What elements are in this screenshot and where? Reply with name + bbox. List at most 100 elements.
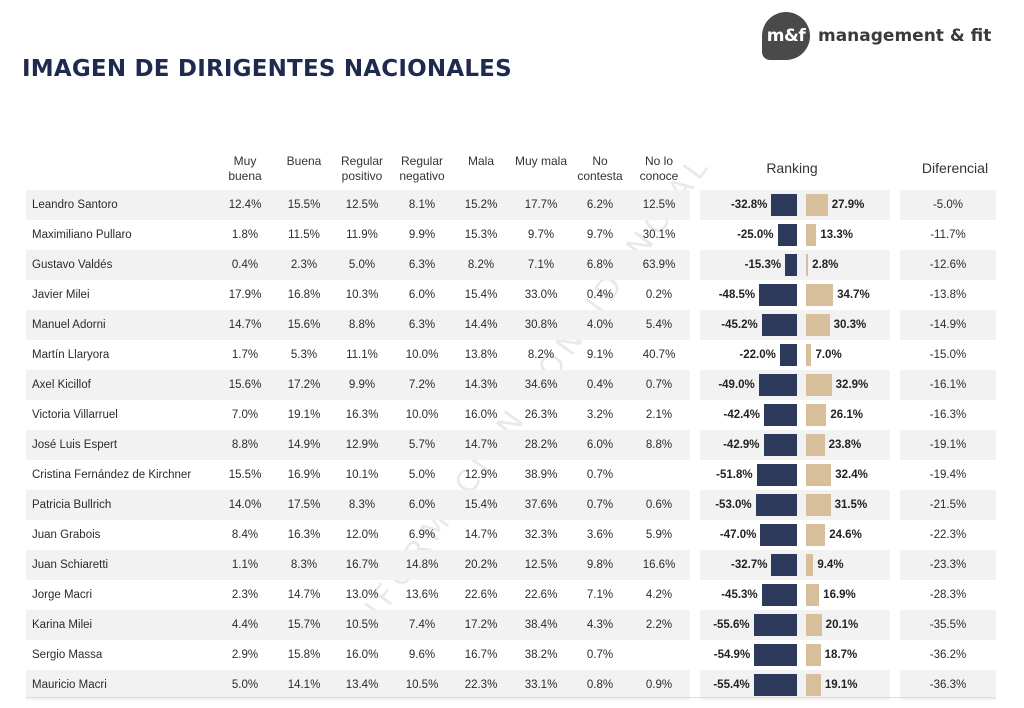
diferencial-value: -21.5%	[929, 499, 967, 511]
negative-bar	[771, 194, 797, 216]
table-cell: 15.4%	[464, 499, 498, 511]
table-cell: 15.2%	[464, 199, 498, 211]
diff-row-bg	[900, 430, 996, 460]
diff-row-bg	[900, 670, 996, 700]
column-header: Muy buena	[228, 154, 262, 183]
negative-bar	[753, 614, 797, 636]
brand-logo-mark: m&f	[762, 12, 810, 60]
negative-bar-label: -45.3%	[721, 589, 758, 601]
table-cell: 0.6%	[645, 499, 673, 511]
table-cell: 13.4%	[345, 679, 379, 691]
diferencial-value: -11.7%	[930, 229, 966, 241]
table-cell: 7.4%	[408, 619, 436, 631]
table-row	[26, 310, 690, 340]
table-cell: 6.0%	[408, 499, 436, 511]
positive-bar	[806, 524, 826, 546]
brand-logo: m&f management & fit	[762, 12, 991, 60]
table-cell: 22.6%	[464, 589, 498, 601]
negative-bar-label: -49.0%	[718, 379, 755, 391]
diferencial-value: -22.3%	[929, 529, 967, 541]
table-cell: 17.2%	[287, 379, 321, 391]
positive-bar	[806, 374, 832, 396]
table-cell: 11.1%	[346, 349, 378, 361]
positive-bar-label: 23.8%	[828, 439, 862, 451]
table-cell: 0.4%	[231, 259, 259, 271]
positive-bar-label: 24.6%	[829, 529, 862, 541]
table-cell: 8.2%	[527, 349, 555, 361]
table-cell: 16.7%	[464, 649, 498, 661]
table-cell: 0.4%	[586, 289, 614, 301]
table-cell: 16.6%	[642, 559, 676, 571]
table-cell: 12.9%	[464, 469, 498, 481]
table-cell: 0.7%	[586, 649, 614, 661]
positive-bar	[806, 194, 828, 216]
table-cell: 10.0%	[405, 409, 439, 421]
table-cell: 2.1%	[645, 409, 673, 421]
leader-name: Gustavo Valdés	[32, 259, 113, 271]
table-cell: 14.7%	[464, 439, 498, 451]
diferencial-value: -35.5%	[929, 619, 967, 631]
table-cell	[630, 460, 688, 490]
positive-bar-label: 34.7%	[837, 289, 870, 301]
table-cell: 8.8%	[348, 319, 376, 331]
positive-bar	[806, 554, 814, 576]
table-cell: 26.3%	[524, 409, 558, 421]
table-cell: 38.2%	[524, 649, 558, 661]
table-cell: 0.9%	[645, 679, 673, 691]
column-header: Muy mala	[514, 154, 567, 168]
column-header: No lo conoce	[639, 154, 679, 183]
positive-bar-label: 16.9%	[823, 589, 856, 601]
bottom-divider	[26, 697, 996, 698]
table-cell: 16.8%	[287, 289, 321, 301]
positive-bar-label: 7.0%	[815, 349, 842, 361]
leader-name: Leandro Santoro	[32, 199, 118, 211]
leader-name: Axel Kicillof	[32, 379, 91, 391]
table-cell: 14.4%	[464, 319, 498, 331]
table-cell: 10.3%	[345, 289, 379, 301]
table-cell: 9.7%	[586, 229, 614, 241]
table-cell: 5.0%	[408, 469, 436, 481]
page-title: IMAGEN DE DIRIGENTES NACIONALES	[22, 56, 512, 82]
table-cell: 8.3%	[290, 559, 318, 571]
table-cell: 3.6%	[586, 529, 614, 541]
table-cell: 11.9%	[346, 229, 378, 241]
negative-bar	[779, 344, 797, 366]
table-cell: 5.0%	[231, 679, 259, 691]
table-cell: 16.0%	[345, 649, 379, 661]
table-cell: 6.9%	[408, 529, 436, 541]
leader-name: Martín Llaryora	[32, 349, 110, 361]
negative-bar-label: -55.4%	[713, 679, 750, 691]
table-cell: 7.1%	[527, 259, 555, 271]
leader-name: Juan Grabois	[32, 529, 101, 541]
diff-row-bg	[900, 610, 996, 640]
table-cell: 10.1%	[345, 469, 379, 481]
table-cell: 14.3%	[464, 379, 498, 391]
negative-bar	[777, 224, 797, 246]
diferencial-value: -5.0%	[932, 199, 964, 211]
table-cell	[630, 640, 688, 670]
table-cell: 10.0%	[405, 349, 439, 361]
positive-bar	[806, 674, 821, 696]
table-row	[26, 670, 690, 700]
table-cell: 12.5%	[642, 199, 676, 211]
table-cell: 5.9%	[645, 529, 673, 541]
table-cell: 5.3%	[290, 349, 318, 361]
positive-bar-label: 2.8%	[812, 259, 839, 271]
negative-bar	[761, 584, 797, 606]
positive-bar-label: 19.1%	[824, 679, 858, 691]
positive-bar	[806, 644, 821, 666]
diff-row-bg	[900, 250, 996, 280]
table-row	[26, 250, 690, 280]
negative-bar	[759, 284, 797, 306]
leader-name: Victoria Villarruel	[32, 409, 118, 421]
table-cell: 12.4%	[228, 199, 262, 211]
leader-name: Cristina Fernández de Kirchner	[32, 469, 192, 481]
table-cell: 22.3%	[464, 679, 498, 691]
table-cell: 20.2%	[464, 559, 498, 571]
table-cell: 16.3%	[287, 529, 321, 541]
diferencial-value: -16.1%	[929, 379, 967, 391]
table-cell: 17.5%	[287, 499, 321, 511]
table-cell: 40.7%	[642, 349, 676, 361]
table-cell: 16.7%	[345, 559, 379, 571]
positive-bar	[806, 494, 831, 516]
